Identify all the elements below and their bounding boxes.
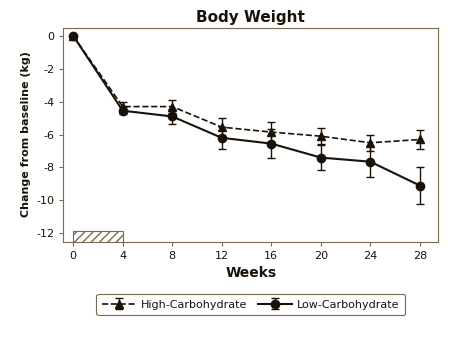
Y-axis label: Change from baseline (kg): Change from baseline (kg) bbox=[21, 52, 31, 217]
Bar bbox=[73, 231, 122, 241]
Legend: High-Carbohydrate, Low-Carbohydrate: High-Carbohydrate, Low-Carbohydrate bbox=[96, 294, 405, 315]
Title: Body Weight: Body Weight bbox=[196, 10, 304, 25]
X-axis label: Weeks: Weeks bbox=[225, 266, 276, 280]
